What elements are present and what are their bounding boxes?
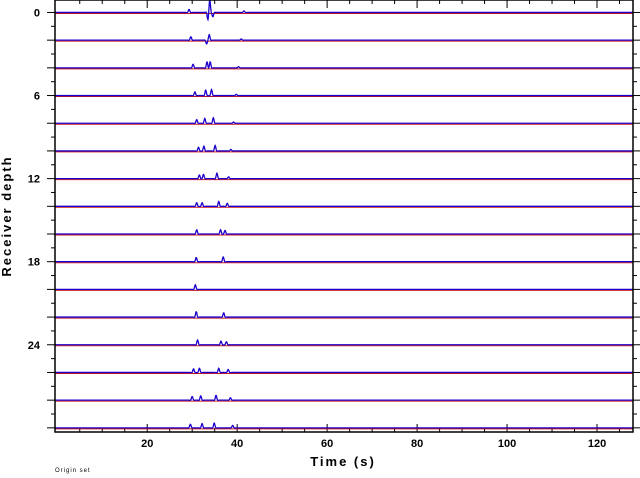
trace-depth-10	[55, 144, 633, 152]
tick-labels: 20 40 60 80 100 120 0 6 12 18 24	[28, 7, 606, 450]
x-tick-label: 120	[588, 438, 606, 450]
footer-note: Origin set	[55, 468, 91, 474]
x-tick-label: 100	[498, 438, 516, 450]
trace-depth-26	[55, 367, 633, 374]
y-tick-label: 0	[34, 7, 40, 19]
trace-depth-0	[55, 0, 633, 22]
y-tick-label: 6	[34, 91, 40, 103]
axis-ticks	[47, 0, 640, 432]
trace-depth-30	[55, 422, 633, 429]
trace-depth-16	[55, 228, 633, 236]
trace-depth-28	[55, 394, 633, 402]
trace-depth-14	[55, 200, 633, 208]
y-tick-label: 24	[28, 340, 41, 352]
trace-depth-8	[55, 116, 633, 125]
x-axis-label: Time (s)	[310, 454, 376, 469]
y-axis-label: Receiver depth	[0, 155, 14, 276]
trace-depth-18	[55, 256, 633, 263]
x-tick-label: 80	[411, 438, 423, 450]
trace-depth-4	[55, 60, 633, 70]
plot-frame	[54, 0, 634, 433]
trace-depth-6	[55, 88, 633, 97]
trace-depth-22	[55, 311, 633, 319]
y-tick-label: 18	[28, 257, 40, 269]
trace-depth-12	[55, 171, 633, 180]
trace-depth-24	[55, 338, 633, 346]
x-tick-label: 20	[141, 438, 153, 450]
x-tick-label: 60	[321, 438, 333, 450]
y-tick-label: 12	[28, 174, 40, 186]
x-tick-label: 40	[231, 438, 243, 450]
trace-depth-2	[55, 33, 633, 45]
trace-group	[55, 0, 633, 430]
trace-depth-20	[55, 283, 633, 291]
